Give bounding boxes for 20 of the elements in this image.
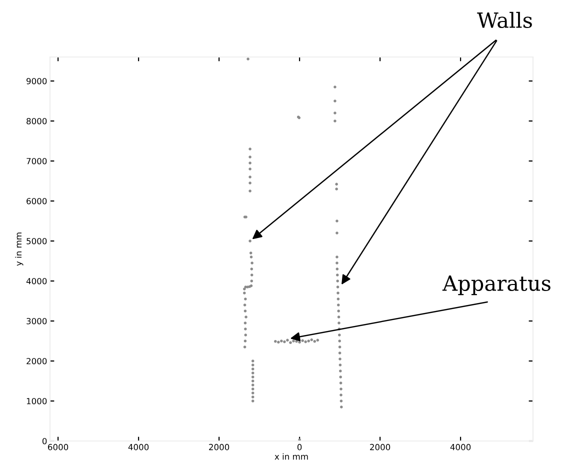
x-tick-label: 2000 (209, 444, 230, 450)
y-tick-label: 7000 (26, 158, 47, 164)
x-tick-label: 4000 (128, 444, 149, 450)
x-tick-label: 2000 (370, 444, 390, 450)
y-tick-label: 4000 (26, 278, 47, 284)
y-tick-label: 1000 (26, 398, 47, 404)
x-axis-title: x in mm (274, 453, 308, 460)
y-tick-label: 8000 (26, 118, 47, 124)
y-tick-label: 6000 (26, 198, 47, 204)
y-tick-label: 5000 (26, 238, 47, 244)
x-tick-label: 0 (297, 444, 302, 450)
x-tick-label: 4000 (450, 444, 471, 450)
annotation: Apparatus (442, 276, 550, 296)
y-tick-label: 3000 (26, 318, 47, 324)
annotation: Walls (477, 12, 532, 28)
y-tick-label: 2000 (26, 358, 47, 364)
y-tick-label: 0 (42, 438, 47, 444)
y-tick-label: 9000 (26, 78, 47, 84)
y-axis-title: y in mm (15, 232, 24, 266)
x-tick-label: 6000 (48, 444, 68, 450)
